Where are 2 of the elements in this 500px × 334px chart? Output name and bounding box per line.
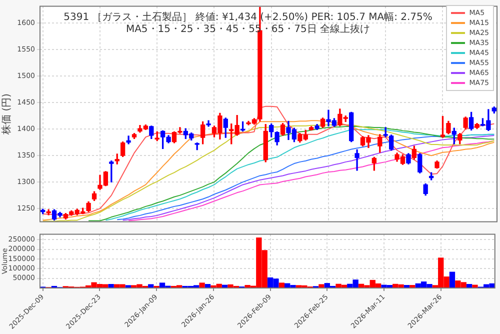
y-axis-title: 株価 (円) (0, 93, 13, 136)
text: 5391 ［ガラス・土石製品］ 終値: ¥1,434 (+2.50%) PER: 105.7 MA幅: 2.75% (62, 12, 434, 24)
